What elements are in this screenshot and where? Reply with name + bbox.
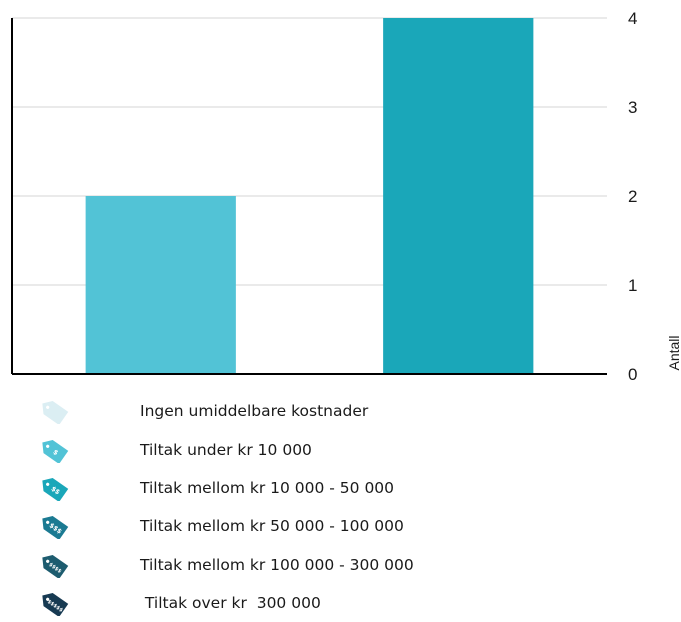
bar-chart: 0 1 2 3 4 Antall [11, 9, 681, 384]
y-tick-label: 1 [628, 276, 637, 295]
legend-label: Tiltak mellom kr 50 000 - 100 000 [140, 517, 404, 536]
price-tag-icon: $$$$ [42, 554, 69, 578]
legend-item: $$$ Tiltak mellom kr 50 000 - 100 000 [36, 507, 596, 545]
svg-text:$: $ [51, 447, 60, 456]
y-tick-label: 4 [628, 9, 637, 28]
legend-item: $$$$$ Tiltak over kr 300 000 [36, 584, 596, 622]
price-tag-icon: $$ [42, 477, 69, 501]
legend-label: Tiltak mellom kr 100 000 - 300 000 [140, 555, 414, 574]
legend-label: Tiltak over kr 300 000 [140, 594, 321, 613]
legend-label: Ingen umiddelbare kostnader [140, 402, 369, 421]
legend-item: $ Tiltak under kr 10 000 [36, 430, 596, 468]
price-tag-icon: $ [42, 439, 69, 463]
y-tick-label: 0 [628, 365, 637, 384]
legend: Ingen umiddelbare kostnader $ Tiltak under… [36, 392, 596, 622]
price-tag-icon: $$$ [42, 516, 69, 540]
bar [383, 18, 534, 374]
legend-label: Tiltak mellom kr 10 000 - 50 000 [140, 478, 395, 497]
legend-item: $$$$ Tiltak mellom kr 100 000 - 300 000 [36, 546, 596, 584]
y-tick-labels: 0 1 2 3 4 [628, 9, 637, 384]
bars [85, 18, 534, 374]
legend-item: $$ Tiltak mellom kr 10 000 - 50 000 [36, 469, 596, 507]
y-axis-title: Antall [666, 335, 681, 370]
y-tick-label: 3 [628, 98, 637, 117]
bar [85, 196, 236, 374]
y-tick-label: 2 [628, 187, 637, 206]
legend-item: Ingen umiddelbare kostnader [36, 392, 596, 430]
price-tag-icon: $$$$$ [42, 593, 69, 617]
legend-label: Tiltak under kr 10 000 [140, 440, 312, 459]
price-tag-icon [42, 401, 69, 425]
